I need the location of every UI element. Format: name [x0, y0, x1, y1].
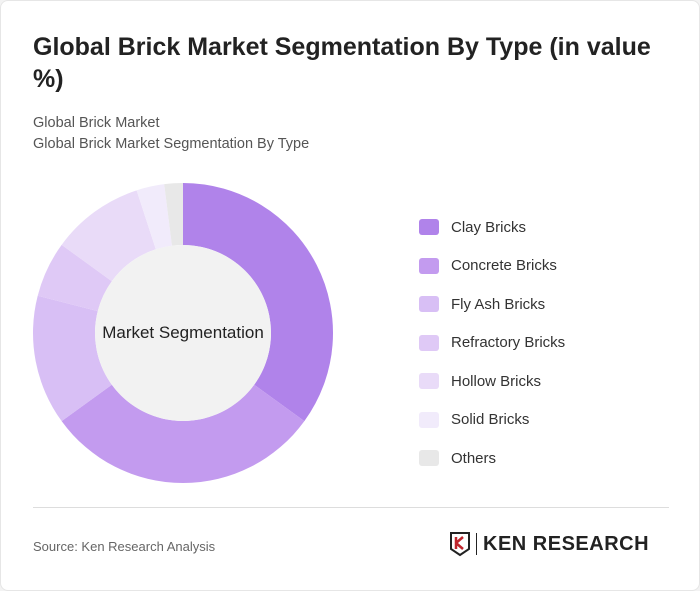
legend-label: Hollow Bricks: [451, 372, 542, 390]
legend-label: Fly Ash Bricks: [451, 295, 546, 313]
slice-hollow-bricks[interactable]: [61, 190, 156, 282]
donut-hole: [95, 245, 271, 421]
slice-refractory-bricks[interactable]: [37, 244, 112, 312]
chart-title: Global Brick Market Segmentation By Type…: [33, 33, 651, 93]
ken-logo-icon: [450, 532, 470, 557]
legend-item[interactable]: Clay Bricks: [419, 208, 565, 247]
logo-text: KEN RESEARCH: [483, 532, 650, 555]
legend-item[interactable]: Others: [419, 439, 565, 478]
divider: [33, 507, 669, 508]
legend-swatch: [419, 373, 439, 390]
legend-swatch: [419, 411, 439, 428]
legend-swatch: [419, 219, 439, 236]
ken-research-logo: KEN RESEARCH: [449, 531, 649, 557]
legend-item[interactable]: Refractory Bricks: [419, 324, 565, 363]
slice-fly-ash-bricks[interactable]: [33, 295, 112, 422]
legend-item[interactable]: Fly Ash Bricks: [419, 285, 565, 324]
slice-solid-bricks[interactable]: [136, 184, 172, 250]
legend-label: Concrete Bricks: [451, 257, 557, 275]
donut-chart: [33, 183, 333, 483]
slice-others[interactable]: [164, 183, 183, 246]
legend-swatch: [419, 257, 439, 274]
slice-clay-bricks[interactable]: [183, 183, 333, 422]
donut-center-label: Market Segmentation: [102, 323, 264, 342]
legend-swatch: [419, 296, 439, 313]
source-note: Source: Ken Research Analysis: [33, 539, 216, 554]
subtitle-market: Global Brick Market: [33, 115, 160, 131]
legend-item[interactable]: Solid Bricks: [419, 401, 565, 440]
slice-concrete-bricks[interactable]: [61, 384, 305, 483]
legend-label: Refractory Bricks: [451, 334, 566, 352]
subtitle-segmentation: Global Brick Market Segmentation By Type: [33, 136, 310, 152]
legend-swatch: [419, 450, 439, 467]
legend-item[interactable]: Concrete Bricks: [419, 247, 565, 286]
legend-label: Clay Bricks: [451, 218, 527, 236]
legend-swatch: [419, 334, 439, 351]
legend-label: Solid Bricks: [451, 411, 530, 429]
legend: Clay Bricks Concrete Bricks Fly Ash Bricks…: [419, 208, 565, 478]
legend-label: Others: [451, 449, 497, 467]
legend-item[interactable]: Hollow Bricks: [419, 362, 565, 401]
